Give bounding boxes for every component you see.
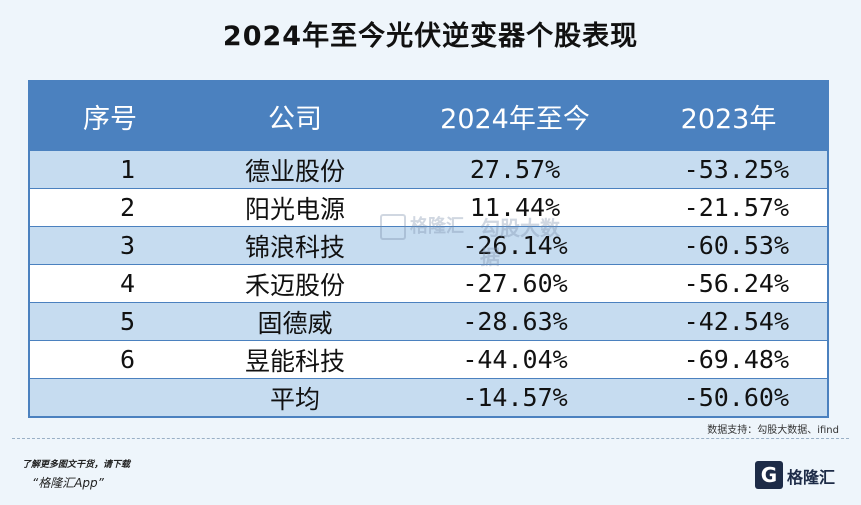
row-company: 昱能科技: [190, 340, 400, 379]
row-ytd: -44.04%: [400, 340, 630, 379]
row-index: [30, 378, 190, 416]
row-2023: -69.48%: [630, 340, 827, 379]
header-company: 公司: [190, 82, 400, 151]
divider: [12, 438, 849, 439]
header-index: 序号: [30, 82, 190, 151]
promo-text: 了解更多图文干货，请下载: [22, 460, 131, 470]
row-ytd: 11.44%: [400, 188, 630, 227]
row-company: 德业股份: [190, 150, 400, 189]
logo-text: 格隆汇: [787, 468, 836, 487]
row-index: 3: [30, 226, 190, 265]
table-row: 5 固德威 -28.63% -42.54%: [30, 302, 827, 341]
row-2023: -21.57%: [630, 188, 827, 227]
row-company: 阳光电源: [190, 188, 400, 227]
row-ytd: 27.57%: [400, 150, 630, 189]
brand-logo[interactable]: G 格隆汇: [755, 457, 847, 497]
row-2023: -56.24%: [630, 264, 827, 303]
row-index: 4: [30, 264, 190, 303]
table-row-average: 平均 -14.57% -50.60%: [30, 378, 827, 416]
row-index: 1: [30, 150, 190, 189]
logo-g-icon: G: [755, 461, 783, 489]
performance-table: 序号 公司 2024年至今 2023年 1 德业股份 27.57% -53.25…: [28, 80, 829, 418]
row-index: 5: [30, 302, 190, 341]
header-2023: 2023年: [630, 82, 827, 151]
row-ytd: -27.60%: [400, 264, 630, 303]
table-row: 2 阳光电源 11.44% -21.57%: [30, 188, 827, 227]
row-2023: -60.53%: [630, 226, 827, 265]
table-row: 4 禾迈股份 -27.60% -56.24%: [30, 264, 827, 303]
row-company: 平均: [190, 378, 400, 416]
row-2023: -53.25%: [630, 150, 827, 189]
row-index: 6: [30, 340, 190, 379]
promo-app-name: “格隆汇App”: [32, 476, 104, 490]
page-title: 2024年至今光伏逆变器个股表现: [222, 21, 639, 52]
row-2023: -42.54%: [630, 302, 827, 341]
table-row: 1 德业股份 27.57% -53.25%: [30, 150, 827, 189]
table-row: 3 锦浪科技 -26.14% -60.53%: [30, 226, 827, 265]
table-header-row: 序号 公司 2024年至今 2023年: [30, 82, 827, 151]
row-ytd: -28.63%: [400, 302, 630, 341]
row-2023: -50.60%: [630, 378, 827, 416]
row-company: 锦浪科技: [190, 226, 400, 265]
row-company: 禾迈股份: [190, 264, 400, 303]
row-ytd: -26.14%: [400, 226, 630, 265]
table-row: 6 昱能科技 -44.04% -69.48%: [30, 340, 827, 379]
row-index: 2: [30, 188, 190, 227]
row-ytd: -14.57%: [400, 378, 630, 416]
data-source: 数据支持：勾股大数据、ifind: [707, 425, 839, 436]
header-ytd: 2024年至今: [400, 82, 630, 151]
row-company: 固德威: [190, 302, 400, 341]
